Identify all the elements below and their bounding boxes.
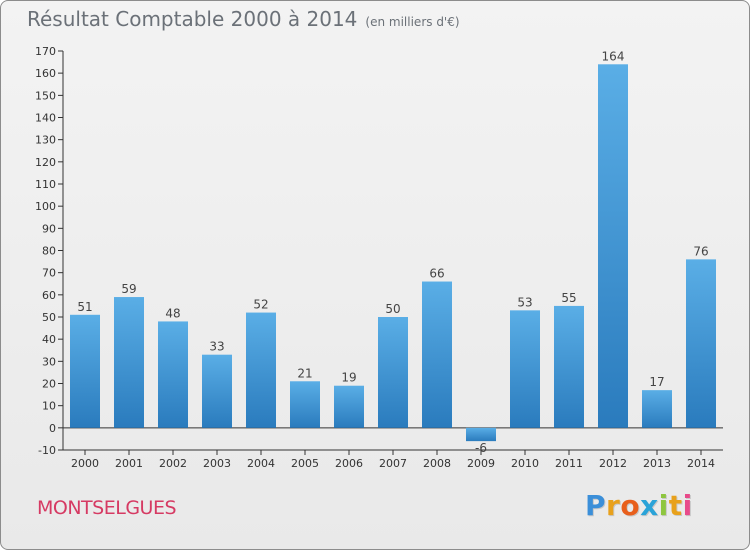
bar-2003 — [202, 354, 232, 428]
logo-letter: i — [682, 489, 693, 522]
x-tick-label: 2008 — [423, 457, 451, 470]
chart-title-text: Résultat Comptable 2000 à 2014 — [27, 7, 358, 31]
data-label: 33 — [209, 340, 224, 354]
data-label: 19 — [341, 371, 356, 385]
y-tick-label: 170 — [35, 45, 56, 58]
bar-2004 — [246, 312, 276, 428]
commune-name: MONTSELGUES — [37, 497, 177, 519]
x-tick-label: 2006 — [335, 457, 363, 470]
logo-letter: i — [658, 489, 669, 522]
y-tick-label: 140 — [35, 112, 56, 125]
x-tick-label: 2004 — [247, 457, 275, 470]
logo-letter: o — [620, 489, 641, 522]
data-label: 76 — [693, 244, 708, 258]
data-label: 164 — [602, 49, 625, 63]
chart-subtitle: (en milliers d'€) — [365, 15, 460, 29]
y-tick-label: 70 — [42, 267, 56, 280]
x-tick-label: 2011 — [555, 457, 583, 470]
data-label: 48 — [165, 306, 180, 320]
bar-2008 — [422, 281, 452, 428]
x-tick-label: 2002 — [159, 457, 187, 470]
y-tick-label: 30 — [42, 355, 56, 368]
data-label: 59 — [121, 282, 136, 296]
data-label: 17 — [649, 375, 664, 389]
data-label: 66 — [429, 267, 444, 281]
data-label: -6 — [475, 441, 487, 455]
y-tick-label: 80 — [42, 245, 56, 258]
bar-2000 — [70, 314, 100, 428]
y-tick-label: 50 — [42, 311, 56, 324]
logo-letter: t — [668, 489, 683, 522]
proxiti-logo: Proxiti — [585, 489, 693, 522]
y-tick-label: 130 — [35, 134, 56, 147]
bar-2009 — [466, 427, 496, 442]
bar-2001 — [114, 297, 144, 428]
logo-letter: r — [606, 489, 621, 522]
x-tick-label: 2013 — [643, 457, 671, 470]
bar-2012 — [598, 64, 628, 428]
x-tick-label: 2010 — [511, 457, 539, 470]
bar-2005 — [290, 381, 320, 428]
x-tick-label: 2000 — [71, 457, 99, 470]
y-tick-label: 20 — [42, 378, 56, 391]
bar-2006 — [334, 385, 364, 428]
x-tick-label: 2003 — [203, 457, 231, 470]
logo-letter: x — [640, 489, 659, 522]
bar-2007 — [378, 317, 408, 428]
x-tick-label: 2009 — [467, 457, 495, 470]
bar-2014 — [686, 259, 716, 428]
data-label: 51 — [77, 300, 92, 314]
bar-2002 — [158, 321, 188, 428]
x-tick-label: 2005 — [291, 457, 319, 470]
x-tick-label: 2001 — [115, 457, 143, 470]
chart-title: Résultat Comptable 2000 à 2014 (en millie… — [27, 7, 460, 31]
data-label: 55 — [561, 291, 576, 305]
bar-2010 — [510, 310, 540, 428]
y-tick-label: 0 — [49, 422, 56, 435]
y-tick-label: 90 — [42, 222, 56, 235]
y-tick-label: 60 — [42, 289, 56, 302]
y-tick-label: 160 — [35, 67, 56, 80]
bar-2011 — [554, 305, 584, 428]
y-tick-label: 110 — [35, 178, 56, 191]
x-tick-label: 2007 — [379, 457, 407, 470]
y-tick-label: 100 — [35, 200, 56, 213]
data-label: 53 — [517, 295, 532, 309]
y-tick-label: 10 — [42, 400, 56, 413]
data-label: 50 — [385, 302, 400, 316]
x-tick-label: 2014 — [687, 457, 715, 470]
data-label: 52 — [253, 298, 268, 312]
y-tick-label: 150 — [35, 89, 56, 102]
y-tick-label: 40 — [42, 333, 56, 346]
x-tick-label: 2012 — [599, 457, 627, 470]
bar-2013 — [642, 390, 672, 428]
logo-letter: P — [585, 489, 607, 522]
data-label: 21 — [297, 366, 312, 380]
y-tick-label: 120 — [35, 156, 56, 169]
y-tick-label: -10 — [38, 444, 56, 457]
